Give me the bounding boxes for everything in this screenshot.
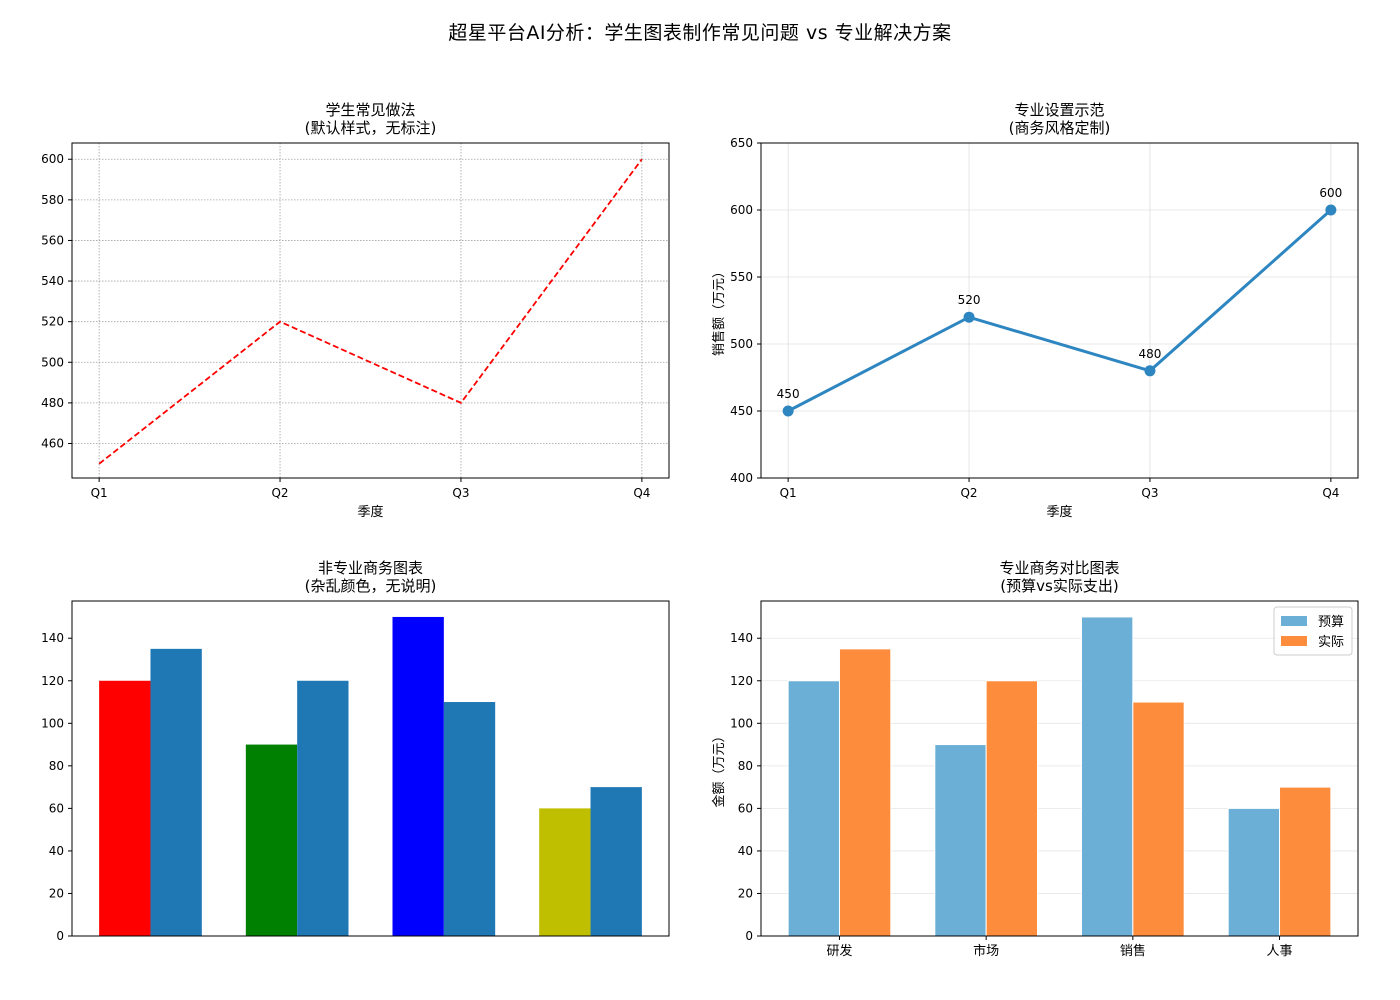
x-tick-label: Q2 [960,486,977,500]
y-tick-label: 140 [41,631,64,645]
bar [297,680,349,936]
bar [245,744,298,936]
y-tick-label: 550 [730,270,753,284]
chart-title: 专业设置示范 [1014,101,1104,119]
bar [392,616,444,936]
y-tick-label: 560 [41,233,64,247]
x-axis-label: 季度 [1046,504,1072,520]
bar [150,648,202,936]
chart-title: 学生常见做法 [325,101,415,119]
y-tick-label: 100 [41,716,64,730]
x-tick-label: Q1 [780,486,797,500]
bar [985,680,1038,937]
y-tick-label: 40 [49,844,64,858]
x-tick-label: 研发 [826,943,852,959]
x-tick-label: 人事 [1267,944,1293,959]
y-tick-label: 80 [49,759,64,773]
x-tick-label: 市场 [973,943,999,959]
y-tick-label: 500 [41,355,64,369]
bar [1279,786,1332,937]
y-tick-label: 500 [730,337,753,351]
bar [1132,701,1185,937]
chart-tl: 学生常见做法(默认样式，无标注) 460 480 500 520 540 560 580 600… [41,101,670,520]
y-tick-label: 20 [49,886,64,900]
y-tick-label: 400 [730,471,753,485]
y-tick-label: 20 [738,886,753,900]
x-tick-label: Q3 [452,486,469,500]
y-axis-label: 销售额（万元） [711,265,727,356]
y-tick-label: 60 [738,801,753,815]
axes-frame [760,600,1359,937]
series-line [787,208,1332,413]
y-tick-label: 60 [49,801,64,815]
data-label: 450 [777,387,800,401]
y-tick-label: 460 [41,436,64,450]
chart-subtitle: (商务风格定制) [1009,119,1111,137]
x-tick-label: Q2 [271,486,288,500]
axes-frame [71,142,670,479]
data-label: 480 [1139,347,1162,361]
y-tick-label: 100 [730,716,753,730]
y-axis-label: 金额（万元） [711,729,727,807]
chart-subtitle: (预算vs实际支出) [1000,577,1118,595]
chart-tr: 专业设置示范(商务风格定制) 450 520 480 600 400 450 500 550 60… [711,101,1359,520]
data-label: 600 [1319,186,1342,200]
data-point [963,311,975,323]
bar [1227,807,1281,937]
x-tick-label: Q3 [1141,486,1158,500]
chart-subtitle: (默认样式，无标注) [305,119,437,137]
y-tick-label: 600 [41,152,64,166]
data-point [1144,365,1156,377]
legend-label: 预算 [1318,615,1344,630]
series-line [98,158,643,465]
chart-br: 专业商务对比图表(预算vs实际支出) 0 20 40 60 80 100 120 140 研发 市场… [711,559,1359,959]
y-tick-label: 450 [730,404,753,418]
data-point [782,405,794,417]
y-tick-label: 580 [41,193,64,207]
bar [838,648,892,937]
chart-bl: 非专业商务图表(杂乱颜色，无说明) 0 20 40 60 80 100 120 140 [41,559,670,943]
y-tick-label: 40 [738,844,753,858]
data-label: 520 [958,293,981,307]
bar [934,744,987,937]
axes-frame [71,600,670,937]
chart-title: 专业商务对比图表 [999,559,1119,577]
bar [539,808,591,936]
y-tick-label: 120 [41,674,64,688]
figure-title: 超星平台AI分析：学生图表制作常见问题 vs 专业解决方案 [448,22,952,44]
x-tick-label: Q4 [1322,486,1339,500]
x-tick-label: Q4 [633,486,650,500]
chart-subtitle: (杂乱颜色，无说明) [305,577,437,595]
y-tick-label: 540 [41,274,64,288]
x-tick-label: 销售 [1120,943,1146,959]
x-axis-label: 季度 [357,504,383,520]
legend-swatch [1281,636,1307,646]
bar [590,787,642,936]
y-tick-label: 480 [41,396,64,410]
y-tick-label: 520 [41,315,64,329]
chart-title: 非专业商务图表 [318,559,423,577]
legend-label: 实际 [1318,635,1344,650]
bar [99,680,151,936]
bar [1081,616,1134,937]
y-tick-label: 140 [730,631,753,645]
y-tick-label: 120 [730,674,753,688]
bar [787,680,840,937]
x-tick-label: Q1 [91,486,108,500]
bar [443,702,496,936]
axes-frame [760,142,1359,479]
legend-swatch [1281,616,1307,626]
y-tick-label: 600 [730,203,753,217]
y-tick-label: 650 [730,136,753,150]
y-tick-label: 80 [738,759,753,773]
y-tick-label: 0 [745,929,753,943]
data-point [1325,204,1337,216]
y-tick-label: 0 [56,929,64,943]
